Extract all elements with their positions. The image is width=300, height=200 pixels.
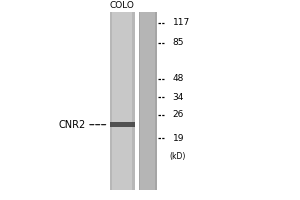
Text: 117: 117	[172, 18, 190, 27]
Text: 26: 26	[172, 110, 184, 119]
Bar	[139, 12, 140, 190]
Text: 85: 85	[172, 38, 184, 47]
Bar	[139, 12, 157, 190]
Text: 48: 48	[172, 74, 184, 83]
Bar	[155, 12, 157, 190]
Text: COLO: COLO	[110, 1, 135, 10]
Text: (kD): (kD)	[169, 152, 186, 161]
Text: 19: 19	[172, 134, 184, 143]
Bar	[110, 12, 112, 190]
Text: CNR2: CNR2	[58, 120, 86, 130]
Bar	[110, 122, 135, 127]
Bar	[133, 12, 135, 190]
Bar	[110, 12, 135, 190]
Text: 34: 34	[172, 93, 184, 102]
